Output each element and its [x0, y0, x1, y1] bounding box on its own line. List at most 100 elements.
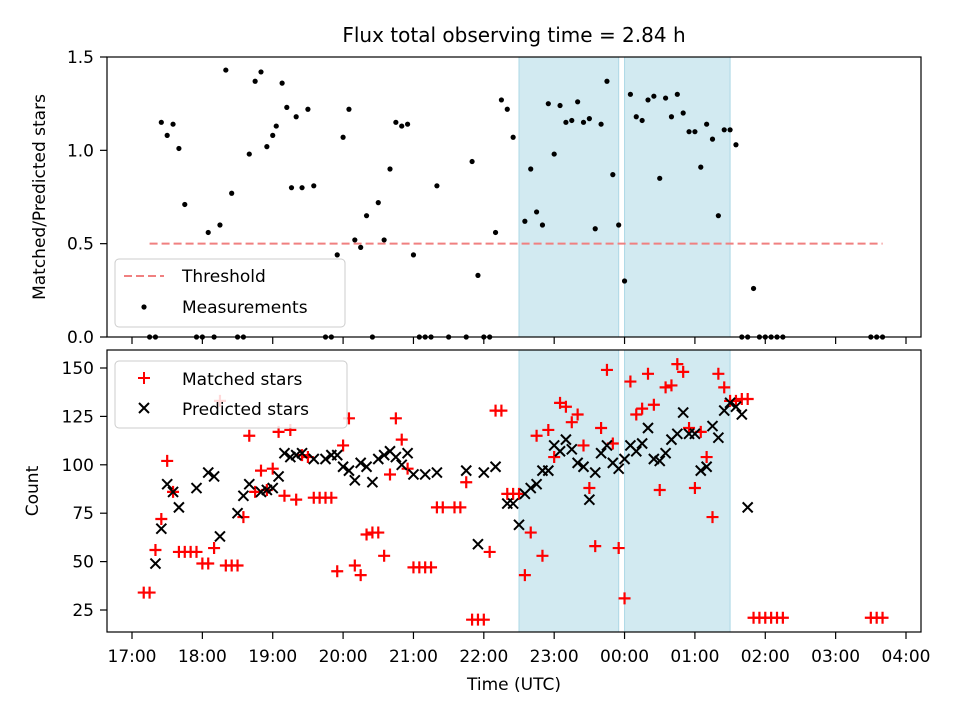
measurement-point	[182, 201, 188, 208]
matched-star-point	[518, 569, 531, 582]
top-panel: 0.0 0.5 1.0 1.5 Matched/Predicted stars Thr…	[30, 48, 922, 348]
measurement-point	[176, 145, 182, 152]
measurement-point	[229, 190, 235, 196]
top-axes-frame	[106, 56, 922, 338]
measurement-point	[352, 237, 358, 243]
measurement-point	[616, 222, 622, 228]
predicted-star-point	[525, 482, 537, 494]
matched-star-point	[677, 365, 690, 378]
predicted-star-point	[337, 461, 349, 473]
bottom-y-axis: 25 50 75 100 125 150	[62, 359, 107, 621]
predicted-star-point	[202, 466, 214, 479]
measurement-point	[311, 183, 317, 189]
measurement-point	[575, 99, 581, 105]
matched-star-point	[600, 363, 613, 376]
predicted-star-point	[231, 507, 244, 519]
measurement-point	[639, 117, 645, 124]
matched-star-point	[401, 462, 414, 475]
measurement-point	[299, 185, 305, 191]
measurement-point	[533, 209, 540, 215]
x-tick-label: 01:00	[670, 647, 719, 667]
x-axis-label: Time (UTC)	[466, 675, 561, 695]
predicted-star-point	[507, 497, 519, 510]
x-tick-label: 21:00	[389, 647, 438, 667]
measurement-point	[273, 123, 279, 129]
matched-star-point	[161, 454, 174, 467]
predicted-star-point	[190, 482, 203, 494]
x-tick-label: 00:00	[600, 647, 649, 667]
predicted-star-point	[214, 530, 226, 543]
matched-star-point	[659, 381, 672, 394]
matched-legend-marker	[138, 372, 150, 384]
predicted-star-point	[554, 445, 566, 457]
top-y-tick-label: 0.0	[67, 328, 94, 348]
predicted-star-point	[343, 464, 355, 477]
measurement-point	[709, 136, 716, 142]
bottom-highlight-span	[624, 349, 731, 633]
matched-star-point	[513, 487, 525, 500]
matched-star-point	[589, 540, 602, 553]
matched-star-point	[636, 402, 649, 415]
matched-star-point	[536, 549, 549, 562]
measurement-point	[539, 222, 546, 228]
top-x-ticks	[131, 337, 907, 344]
top-legend: Threshold Measurements	[114, 258, 346, 328]
measurement-point	[264, 144, 270, 150]
predicted-star-point	[489, 461, 502, 473]
predicted-star-point	[161, 478, 173, 490]
measurement-point	[621, 278, 628, 284]
top-y-tick-label: 0.5	[67, 235, 94, 255]
measurement-point	[252, 78, 258, 84]
measurement-point	[627, 91, 634, 97]
predicted-star-point	[636, 437, 648, 450]
matched-star-point	[483, 545, 496, 558]
measurement-point	[551, 151, 557, 157]
measurement-point	[657, 175, 663, 181]
predicted-star-point	[730, 401, 742, 413]
matched-star-point	[296, 449, 309, 462]
predicted-star-point	[724, 397, 736, 409]
x-tick-label: 03:00	[811, 647, 860, 667]
matched-star-point	[290, 493, 303, 506]
matched-star-point	[436, 501, 449, 514]
predicted-star-point	[208, 470, 220, 483]
measurement-point	[680, 110, 686, 116]
bottom-y-tick-label: 25	[72, 601, 94, 621]
predicted-star-point	[167, 486, 179, 498]
matched-star-point	[688, 482, 701, 495]
measurement-point	[592, 226, 598, 232]
matched-star-point	[149, 543, 162, 556]
matched-star-point	[378, 549, 391, 562]
matched-star-point	[208, 542, 221, 555]
predicted-stars-points	[149, 397, 754, 570]
bottom-legend: Matched stars Predicted stars	[114, 360, 348, 429]
matched-star-point	[876, 611, 889, 624]
predicted-star-point	[378, 449, 390, 461]
top-y-axis-label: Matched/Predicted stars	[30, 94, 50, 300]
predicted-star-point	[695, 464, 707, 477]
measurement-point	[164, 132, 170, 138]
measurement-point	[610, 172, 616, 178]
x-tick-label: 18:00	[178, 647, 227, 667]
measurement-point	[399, 123, 405, 129]
measurement-point	[258, 69, 264, 75]
bottom-legend-box	[114, 360, 348, 429]
predicted-star-point	[718, 404, 730, 417]
measurements-legend-marker	[141, 304, 147, 310]
predicted-star-point	[149, 557, 162, 570]
predicted-star-point	[589, 466, 601, 479]
predicted-star-point	[396, 459, 408, 471]
matched-star-point	[706, 511, 719, 524]
matched-star-point	[776, 611, 789, 624]
measurement-point	[469, 158, 475, 165]
matched-star-point	[683, 422, 696, 435]
matched-star-point	[325, 491, 338, 504]
matched-star-point	[559, 400, 572, 413]
matched-star-point	[583, 482, 596, 495]
predicted-star-point	[566, 443, 578, 456]
matched-star-point	[331, 565, 344, 578]
predicted-star-point	[366, 476, 379, 488]
measurement-point	[158, 119, 164, 125]
measurement-point	[381, 237, 387, 243]
